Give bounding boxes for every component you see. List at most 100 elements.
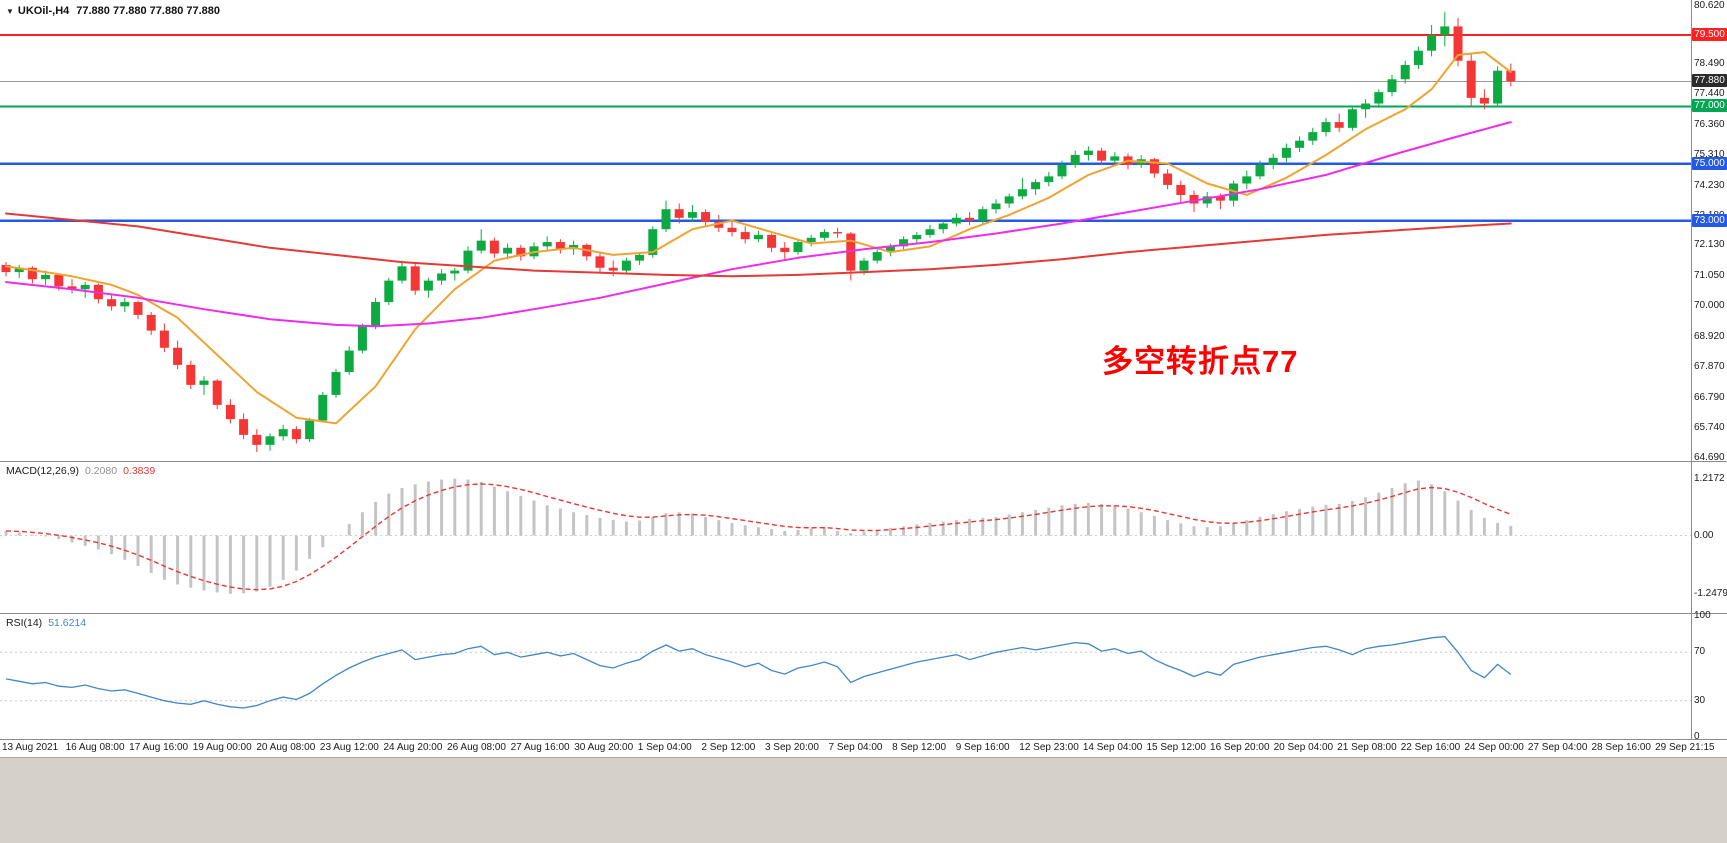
macd-tick-label: 0.00 [1694, 529, 1714, 541]
candle [1440, 12, 1450, 47]
candle [278, 424, 288, 441]
time-label: 28 Sep 16:00 [1591, 742, 1652, 753]
candle [450, 267, 460, 281]
candle [384, 277, 394, 305]
macd-name: MACD(12,26,9) [6, 465, 79, 477]
rsi-label: RSI(14) 51.6214 [6, 617, 86, 629]
price-tick-label: 75.310 [1694, 148, 1725, 160]
time-label: 16 Sep 20:00 [1210, 742, 1270, 753]
time-label: 20 Aug 08:00 [256, 742, 316, 753]
candle [357, 323, 367, 354]
time-label: 20 Sep 04:00 [1273, 742, 1334, 753]
candle [635, 252, 645, 265]
candle [1308, 127, 1318, 145]
candle [1070, 150, 1080, 168]
price-tick-label: 64.690 [1694, 452, 1725, 463]
macd-signal-value: 0.3839 [123, 465, 156, 477]
candle [780, 242, 790, 261]
rsi-tick-label: 70 [1694, 646, 1706, 658]
candlestick-series [1, 12, 1516, 453]
candle [1321, 117, 1331, 137]
macd-histogram [4, 478, 1513, 594]
candle [555, 239, 565, 254]
ohlc-values: 77.880 77.880 77.880 77.880 [76, 5, 221, 17]
price-tick-label: 65.740 [1694, 422, 1725, 433]
rsi-tick-label: 100 [1694, 610, 1711, 621]
price-scale[interactable]: 80.62079.56078.49077.44076.36075.31074.2… [1692, 0, 1727, 757]
candle [503, 243, 513, 260]
candle [14, 264, 24, 278]
macd-tick-label: -1.2479 [1694, 587, 1727, 599]
candle [1255, 160, 1265, 180]
time-label: 24 Aug 20:00 [383, 742, 443, 753]
rsi-tick-label: 30 [1694, 694, 1706, 706]
candle [305, 417, 315, 443]
candle [1110, 152, 1120, 167]
candle [542, 236, 552, 251]
time-scale[interactable]: 13 Aug 2021 16 Aug 08:00 17 Aug 16:00 19 Au… [0, 740, 1715, 757]
ma-slow-red [5, 212, 1512, 278]
price-tick-label: 71.050 [1694, 270, 1725, 282]
time-label: 1 Sep 04:00 [637, 742, 692, 753]
window-bottom-area [0, 757, 1727, 843]
candle [239, 413, 249, 440]
time-label: 15 Sep 12:00 [1146, 742, 1206, 753]
rsi-value: 51.6214 [48, 617, 87, 629]
candle [674, 203, 684, 224]
candle [872, 249, 882, 264]
time-label: 23 Aug 12:00 [319, 742, 379, 753]
candle [291, 426, 301, 444]
candle [1163, 169, 1173, 190]
macd-tick-label: 1.2172 [1694, 472, 1725, 484]
candle [1361, 99, 1371, 118]
candle [582, 243, 592, 261]
candle [331, 369, 341, 398]
candle [146, 312, 156, 335]
candle [965, 212, 975, 225]
symbol-period: UKOil-,H4 [17, 5, 70, 17]
candle [265, 433, 275, 451]
candle [199, 376, 209, 395]
candle [80, 282, 90, 298]
time-label: 13 Aug 2021 [2, 742, 59, 753]
candle [1, 262, 11, 277]
candle [991, 199, 1001, 214]
candle [410, 263, 420, 295]
candle [899, 236, 909, 250]
price-tick-label: 74.230 [1694, 179, 1725, 191]
rsi-tick-label: 0 [1694, 731, 1700, 742]
time-label: 26 Aug 08:00 [447, 742, 506, 753]
candle [67, 279, 77, 294]
time-label: 3 Sep 20:00 [764, 742, 819, 753]
time-label: 19 Aug 00:00 [192, 742, 252, 753]
candle [437, 269, 447, 285]
candle [186, 360, 196, 390]
candle [1202, 192, 1212, 208]
candle [1176, 180, 1186, 204]
chart-annotation: 多空转折点77 [1102, 344, 1299, 379]
horizontal-lines [0, 33, 1691, 222]
candle [1493, 66, 1503, 107]
candle [912, 232, 922, 244]
candle [1400, 60, 1410, 84]
price-tag: 73.000 [1692, 213, 1727, 227]
candle [727, 222, 737, 237]
time-label: 17 Aug 16:00 [129, 742, 189, 753]
ma-medium-magenta [5, 121, 1512, 328]
candle [740, 226, 750, 244]
candle [1427, 24, 1437, 57]
ma-fast-orange [5, 51, 1512, 425]
symbol-title: ▼ UKOil-,H4 77.880 77.880 77.880 77.880 [6, 5, 220, 17]
candle [1387, 74, 1397, 97]
chart-canvas[interactable] [0, 0, 1727, 757]
candle [1334, 113, 1344, 133]
time-label: 29 Sep 21:15 [1655, 742, 1715, 753]
candle [1374, 89, 1384, 108]
time-label: 27 Sep 04:00 [1527, 742, 1588, 753]
price-tick-label: 78.490 [1694, 57, 1725, 69]
candle [463, 246, 473, 274]
candle [489, 237, 499, 258]
time-label: 16 Aug 08:00 [65, 742, 125, 753]
rsi-line [5, 635, 1512, 709]
